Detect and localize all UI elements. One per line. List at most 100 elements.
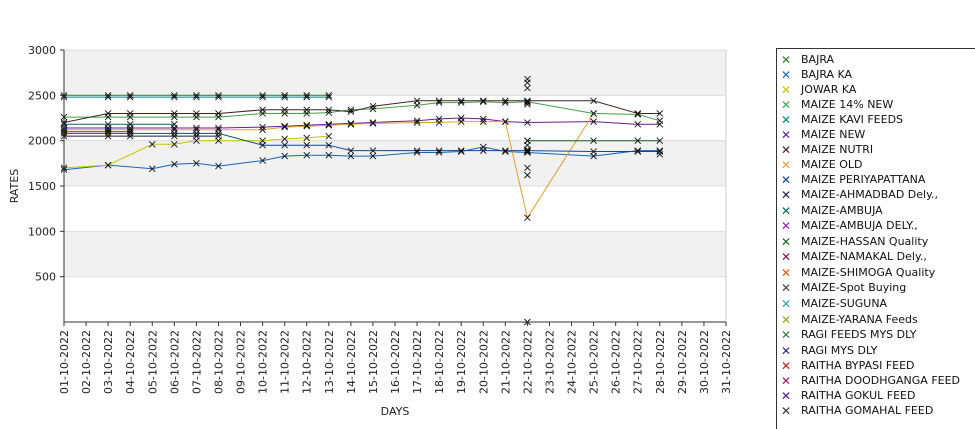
data-point — [193, 132, 200, 140]
x-tick-label: 11-10-2022 — [279, 330, 292, 394]
data-point — [590, 118, 597, 125]
legend-marker: ✕ — [781, 113, 792, 127]
data-point — [193, 93, 200, 101]
x-tick-label: 16-10-2022 — [389, 330, 402, 394]
x-tick-label: 20-10-2022 — [477, 330, 490, 394]
data-point — [524, 147, 531, 154]
data-point — [369, 120, 377, 127]
data-point — [215, 130, 222, 137]
legend-label: RAGI MYS DLY — [801, 344, 878, 357]
data-point — [325, 151, 333, 159]
data-point — [413, 119, 421, 126]
x-tick-label: 09-10-2022 — [235, 330, 248, 394]
legend-marker: ✕ — [781, 98, 792, 112]
x-tick-label: 14-10-2022 — [345, 330, 358, 394]
x-tick-label: 18-10-2022 — [433, 330, 446, 394]
data-point — [193, 92, 200, 99]
data-point — [347, 120, 355, 127]
data-point — [502, 118, 509, 125]
data-point — [325, 109, 333, 116]
data-point — [148, 165, 156, 173]
x-tick-label: 15-10-2022 — [367, 330, 380, 394]
data-point — [656, 137, 664, 144]
legend-marker: ✕ — [781, 83, 792, 97]
data-point — [524, 171, 531, 179]
data-point — [524, 214, 531, 222]
data-point — [347, 147, 355, 154]
legend-label: JOWAR KA — [801, 83, 857, 96]
data-point — [457, 147, 465, 154]
x-tick-label: 31-10-2022 — [720, 330, 733, 394]
legend-label: RAITHA GOMAHAL FEED — [801, 404, 934, 417]
data-point — [457, 148, 465, 155]
legend-label: MAIZE NUTRI — [801, 143, 874, 156]
data-point — [215, 110, 222, 117]
data-point — [215, 132, 222, 140]
legend-label: MAIZE NEW — [801, 128, 866, 141]
data-point — [126, 130, 134, 137]
data-point — [104, 128, 112, 135]
data-point — [281, 123, 288, 131]
data-point — [325, 121, 333, 129]
legend-label: BAJRA KA — [801, 68, 853, 81]
legend-label: MAIZE-AMBUJA — [801, 204, 883, 217]
x-tick-label: 04-10-2022 — [124, 330, 137, 394]
data-point — [171, 110, 178, 117]
legend-label: MAIZE KAVI FEEDS — [801, 113, 904, 126]
data-point — [325, 132, 333, 140]
legend-label: MAIZE-AHMADBAD Dely., — [801, 188, 939, 201]
legend-label: MAIZE-SUGUNA — [801, 297, 888, 310]
y-tick-label: 2500 — [28, 89, 56, 102]
x-tick-label: 12-10-2022 — [301, 330, 314, 394]
data-point — [281, 122, 288, 130]
data-point — [281, 135, 288, 143]
data-point — [259, 123, 266, 131]
y-tick-label: 2000 — [28, 135, 56, 148]
data-point — [369, 102, 377, 110]
data-point — [524, 119, 531, 126]
x-tick-label: 01-10-2022 — [58, 330, 71, 394]
data-point — [171, 92, 178, 99]
data-point — [171, 132, 178, 140]
y-tick-label: 1500 — [28, 180, 56, 193]
data-point — [126, 92, 134, 99]
x-tick-label: 19-10-2022 — [455, 330, 468, 394]
legend-marker: ✕ — [781, 297, 792, 311]
data-point — [590, 137, 597, 144]
legend-marker: ✕ — [781, 173, 792, 187]
data-point — [259, 92, 266, 99]
legend: ✕ BAJRA ✕ BAJRA KA ✕ JOWAR KA ✕ MAIZE 14% NEW ✕ M… — [776, 48, 975, 429]
data-point — [413, 97, 421, 105]
data-point — [259, 126, 266, 134]
data-point — [457, 97, 465, 105]
data-point — [524, 84, 531, 92]
plot-band — [64, 231, 726, 277]
x-tick-label: 30-10-2022 — [698, 330, 711, 394]
data-point — [347, 152, 355, 160]
x-tick-label: 21-10-2022 — [499, 330, 512, 394]
data-point — [479, 97, 487, 105]
plot-band — [64, 276, 726, 322]
x-tick-label: 08-10-2022 — [212, 330, 225, 394]
data-point — [369, 105, 377, 113]
data-point — [524, 79, 531, 86]
plot-band — [64, 50, 726, 96]
data-point — [502, 148, 509, 155]
data-point — [656, 150, 664, 158]
legend-label: RAGI FEEDS MYS DLY — [801, 328, 917, 341]
data-point — [457, 118, 465, 125]
x-tick-label: 24-10-2022 — [566, 330, 579, 394]
data-point — [524, 98, 531, 105]
legend-marker: ✕ — [781, 281, 792, 295]
data-point — [524, 164, 531, 172]
data-point — [369, 147, 377, 154]
data-point — [303, 121, 311, 129]
data-point — [215, 93, 222, 101]
data-point — [347, 121, 355, 128]
data-point — [259, 106, 266, 114]
x-tick-label: 26-10-2022 — [610, 330, 623, 394]
data-point — [303, 141, 311, 149]
data-point — [193, 130, 200, 137]
data-point — [524, 148, 531, 155]
